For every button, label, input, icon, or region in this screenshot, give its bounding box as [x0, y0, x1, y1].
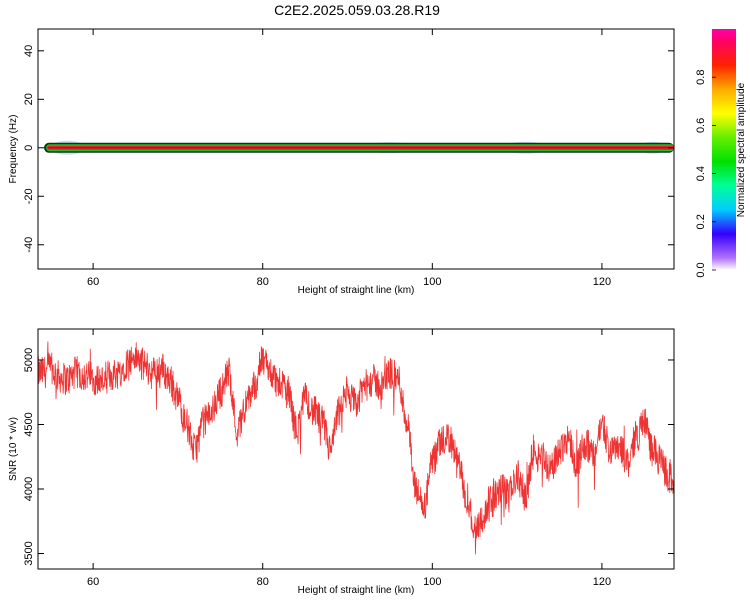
- snr-x-tick-label: 60: [87, 576, 99, 588]
- colorbar-ticks: 0.0 0.2 0.4 0.6 0.8: [695, 70, 716, 278]
- snr-x-axis: 60 80 100 120: [87, 329, 611, 588]
- colorbar-label: Normalized spectral amplitude: [736, 82, 747, 217]
- spectrogram-x-axis-title: Height of straight line (km): [298, 285, 415, 296]
- snr-y-tick-label: 4500: [23, 412, 35, 436]
- spectrogram-y-tick-label: 40: [23, 45, 35, 57]
- spectrogram-frame: [37, 28, 675, 270]
- snr-series: [38, 341, 674, 555]
- snr-y-tick-label: 4000: [23, 477, 35, 501]
- spectrogram-y-tick-label: 20: [23, 93, 35, 105]
- spectrogram-y-axis-title: Frequency (Hz): [8, 115, 19, 184]
- spectrogram-x-tick-label: 100: [423, 276, 441, 288]
- colorbar: 0.0 0.2 0.4 0.6 0.8 Normalized spectral ampl…: [695, 29, 747, 278]
- snr-x-tick-label: 80: [257, 576, 269, 588]
- snr-x-axis-title: Height of straight line (km): [298, 585, 415, 596]
- snr-y-axis: 3500 4000 4500 5000: [23, 348, 674, 566]
- spectrogram-y-tick-label: -20: [23, 188, 35, 204]
- spectrogram-x-tick-label: 80: [257, 276, 269, 288]
- colorbar-tick-label: 0.2: [695, 214, 707, 229]
- spectrogram-x-axis: 60 80 100 120: [87, 29, 611, 288]
- snr-line: [38, 341, 674, 555]
- colorbar-gradient: [712, 29, 736, 270]
- colorbar-tick-label: 0.6: [695, 118, 707, 133]
- snr-x-tick-label: 100: [423, 576, 441, 588]
- colorbar-tick-label: 0.4: [695, 166, 707, 181]
- spectrogram-y-axis: 40 20 0 -20 -40: [23, 45, 674, 253]
- snr-y-tick-label: 5000: [23, 348, 35, 372]
- spectrogram-panel: 60 80 100 120 40 20 0 -20 -40 Height of straigh…: [8, 28, 675, 296]
- snr-y-axis-title: SNR (10 * v/v): [8, 417, 19, 481]
- chart-title: C2E2.2025.059.03.28.R19: [274, 2, 440, 18]
- colorbar-tick-label: 0.8: [695, 70, 707, 85]
- spectrogram-x-tick-label: 60: [87, 276, 99, 288]
- spectrogram-y-tick-label: -40: [23, 237, 35, 253]
- colorbar-tick-label: 0.0: [695, 262, 707, 277]
- spectrogram-y-tick-label: 0: [23, 145, 35, 151]
- snr-y-tick-label: 3500: [23, 541, 35, 565]
- spectrogram-x-tick-label: 120: [593, 276, 611, 288]
- spectrogram-heatmap: [44, 140, 674, 155]
- snr-panel: 60 80 100 120 3500 4000 4500 5000 Height of st…: [8, 328, 675, 596]
- snr-x-tick-label: 120: [593, 576, 611, 588]
- snr-frame: [37, 328, 675, 570]
